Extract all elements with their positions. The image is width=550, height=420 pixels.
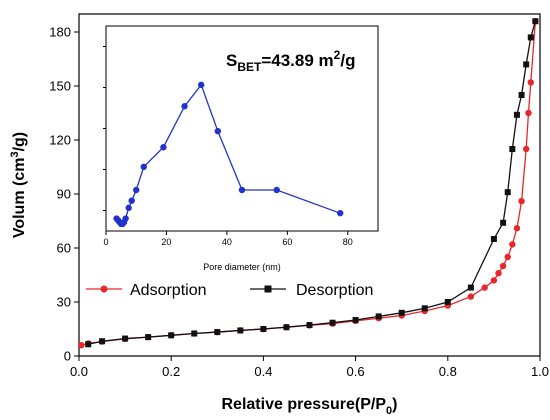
inset-axis-ticks: 0 20 40 60 80 [103,46,353,247]
y-tick-label: 180 [49,25,71,40]
inset-series-group [113,81,344,228]
legend-desorption-marker [264,285,272,293]
inset-x-axis-title: Pore diameter (nm) [203,262,281,272]
desorption-point [532,18,539,25]
pore-distribution-point [125,204,132,212]
pore-distribution-point [133,186,140,194]
adsorption-point [509,241,516,248]
desorption-point [500,219,507,226]
adsorption-point [481,284,488,291]
adsorption-point [525,109,532,117]
desorption-point [214,329,221,336]
adsorption-point [490,277,498,284]
y-tick-label: 90 [57,187,71,202]
desorption-point [99,338,106,345]
legend: Adsorption Desorption [86,282,373,299]
y-axis-title: Volum (cm3/g) [9,132,28,238]
pore-distribution-point [140,163,147,171]
desorption-point [145,334,152,341]
desorption-point [122,335,129,342]
pore-distribution-point [181,103,188,110]
x-tick-label: 0.8 [439,364,457,379]
adsorption-point [504,253,511,261]
desorption-point [513,111,520,118]
pore-distribution-point [128,197,135,204]
y-tick-label: 120 [49,133,71,148]
desorption-point [375,313,382,320]
desorption-point [523,61,530,68]
adsorption-point [513,225,521,232]
desorption-point [260,326,267,332]
pore-distribution-point [214,127,222,135]
y-tick-label: 60 [57,241,71,256]
legend-adsorption-marker [100,285,108,293]
desorption-point [306,322,313,329]
desorption-point [237,327,244,334]
desorption-point [398,309,405,316]
x-tick-label: 0.6 [347,364,365,379]
main-series-group [78,18,539,349]
adsorption-point [499,262,507,270]
adsorption-point [522,145,530,153]
desorption-point [168,332,175,339]
legend-desorption-label: Desorption [296,282,373,299]
adsorption-point [78,342,85,349]
pore-distribution-point [198,81,205,89]
desorption-point [504,189,511,196]
y-tick-label: 150 [49,79,71,94]
inset-x-tick-label: 80 [343,237,353,247]
desorption-point [490,236,497,242]
desorption-point [509,146,516,152]
bet-surface-area-annotation: SBET=43.89 m2/g [226,48,355,74]
x-tick-label: 0.0 [70,364,88,379]
adsorption-point [518,198,525,205]
desorption-point [352,317,359,323]
pore-distribution-point [122,215,129,222]
inset-plot-frame [105,25,379,232]
inset-x-tick-label: 60 [282,237,292,247]
x-tick-label: 1.0 [531,364,549,379]
pore-distribution-point [337,209,344,217]
inset-x-tick-label: 40 [222,237,232,247]
pore-distribution-point [238,186,246,194]
adsorption-point [467,293,475,300]
x-tick-label: 0.2 [162,364,180,379]
y-tick-label: 30 [57,295,71,310]
main-plot-frame [78,13,541,357]
inset-x-tick-label: 20 [161,237,171,247]
pore-distribution-point [273,186,280,194]
adsorption-point [527,79,534,86]
legend-adsorption-label: Adsorption [130,282,207,299]
pore-distribution-point [160,144,167,151]
main-axis-ticks: 0.0 0.2 0.4 0.6 0.8 1.0 0 30 60 90 120 150 180 [49,25,549,380]
inset-x-tick-label: 0 [103,237,108,247]
desorption-point [283,324,290,331]
desorption-point [421,305,428,312]
adsorption-point [495,270,502,277]
y-tick-label: 0 [64,349,71,364]
desorption-point [191,330,198,337]
desorption-point [329,319,336,326]
desorption-point [467,284,474,291]
desorption-point [518,92,525,98]
x-axis-title: Relative pressure(P/P0) [222,396,398,417]
desorption-point [444,299,451,305]
desorption-point [527,34,534,41]
x-tick-label: 0.4 [254,364,272,379]
desorption-point [85,341,92,348]
